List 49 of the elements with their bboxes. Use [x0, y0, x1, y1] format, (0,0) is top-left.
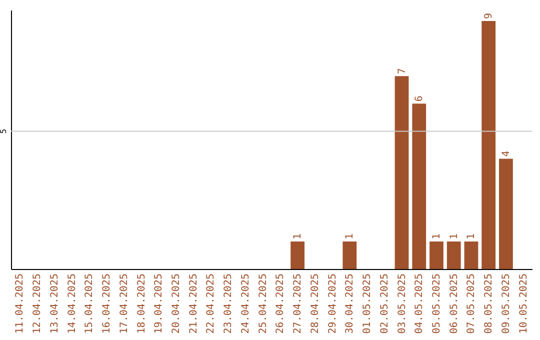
bar: [412, 104, 426, 269]
x-tick-label: 18.04.2025: [136, 274, 148, 334]
x-tick-label: 03.05.2025: [396, 274, 408, 334]
x-tick-label: 25.04.2025: [258, 274, 269, 334]
x-tick-label: 30.04.2025: [344, 274, 356, 334]
x-tick-label: 09.05.2025: [500, 274, 512, 334]
bar: [290, 241, 304, 269]
x-tick-label: 04.05.2025: [414, 274, 426, 334]
x-tick-label: 24.04.2025: [240, 274, 252, 334]
x-tick-label: 28.04.2025: [310, 274, 321, 334]
x-tick-label: 22.04.2025: [206, 274, 217, 334]
data-label: 1: [431, 233, 442, 240]
x-tick-label: 14.04.2025: [66, 274, 78, 334]
x-tick-label: 27.04.2025: [292, 274, 304, 334]
x-tick-label: 12.04.2025: [32, 274, 44, 334]
x-tick-label: 10.05.2025: [518, 274, 530, 334]
x-tick-label: 15.04.2025: [84, 274, 96, 334]
data-label: 1: [448, 233, 460, 240]
x-tick-label: 07.05.2025: [466, 274, 478, 334]
bar: [394, 76, 409, 269]
x-tick-label: 17.04.2025: [118, 274, 130, 334]
data-label: 1: [292, 233, 304, 240]
x-tick-label: 06.05.2025: [448, 274, 460, 334]
x-tick-label: 11.04.2025: [14, 274, 26, 334]
bar: [464, 241, 478, 269]
x-tick-label: 05.05.2025: [431, 274, 442, 334]
bar: [430, 241, 444, 269]
x-tick-label: 13.04.2025: [49, 274, 60, 334]
data-label: 4: [500, 150, 512, 157]
data-label: 1: [344, 233, 356, 240]
data-label: 6: [414, 96, 426, 102]
bar: [499, 158, 513, 269]
data-label: 9: [484, 12, 495, 20]
x-tick-label: 16.04.2025: [102, 274, 113, 334]
x-tick-label: 23.04.2025: [223, 274, 234, 334]
x-tick-label: 08.05.2025: [484, 274, 495, 334]
x-tick-label: 29.04.2025: [327, 274, 338, 334]
bar: [342, 241, 357, 269]
ref-line-label: 5: [0, 128, 8, 134]
data-label: 7: [396, 68, 408, 74]
data-label: 1: [466, 233, 478, 240]
x-tick-label: 02.05.2025: [379, 274, 390, 334]
bar: [446, 241, 461, 269]
x-tick-label: 26.04.2025: [275, 274, 286, 334]
x-tick-label: 19.04.2025: [154, 274, 165, 334]
x-tick-label: 01.05.2025: [362, 274, 374, 334]
bar: [482, 21, 496, 269]
x-tick-label: 20.04.2025: [170, 274, 182, 334]
x-tick-label: 21.04.2025: [188, 274, 200, 334]
